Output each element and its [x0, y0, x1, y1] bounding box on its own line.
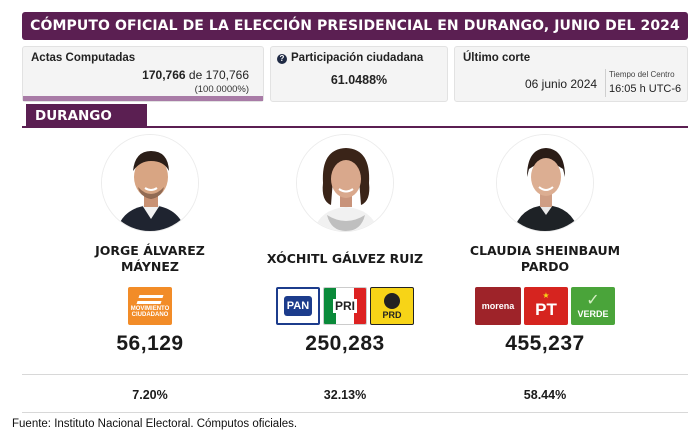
state-tag: DURANGO — [26, 104, 147, 127]
candidate-photo — [101, 134, 199, 232]
candidate-photo — [496, 134, 594, 232]
actas-connector: de — [188, 68, 203, 82]
candidate-card-sheinbaum-pardo: CLAUDIA SHEINBAUM PARDO morena ★ PT ✓ VERDE… — [440, 130, 650, 356]
prd-logo: PRD — [370, 287, 414, 325]
movimiento-ciudadano-logo: MOVIMIENTO CIUDADANO — [128, 287, 172, 325]
morena-logo: morena — [475, 287, 521, 325]
corte-divider — [605, 69, 606, 97]
verde-logo: ✓ VERDE — [571, 287, 615, 325]
state-divider — [22, 126, 688, 128]
corte-label: Último corte — [463, 52, 531, 64]
vote-count: 455,237 — [505, 332, 585, 355]
actas-computed: 170,766 — [142, 68, 186, 82]
bottom-divider — [22, 412, 688, 413]
ultimo-corte-panel: Último corte 06 junio 2024 Tiempo del Ce… — [454, 46, 688, 102]
pt-logo: ★ PT — [524, 287, 568, 325]
actas-percent: (100.0000%) — [194, 84, 249, 95]
candidate-name: CLAUDIA SHEINBAUM PARDO — [469, 243, 621, 274]
corte-date: 06 junio 2024 — [525, 77, 598, 91]
candidate-card-galvez-ruiz: XÓCHITL GÁLVEZ RUIZ PAN PRI PRD 250,283 — [240, 130, 450, 356]
vote-percent-galvez-ruiz: 32.13% — [323, 388, 367, 402]
actas-total: 170,766 — [205, 68, 249, 82]
corte-time: 16:05 h UTC-6 — [609, 83, 682, 95]
vote-count: 56,129 — [116, 332, 184, 355]
vote-percent-sheinbaum-pardo: 58.44% — [523, 388, 567, 402]
party-logos: PAN PRI PRD — [240, 284, 450, 328]
pan-logo: PAN — [276, 287, 320, 325]
actas-progress-fill — [23, 96, 263, 101]
help-icon[interactable]: ? — [277, 54, 287, 64]
pri-logo: PRI — [323, 287, 367, 325]
participacion-panel: ? Participación ciudadana 61.0488% — [270, 46, 448, 102]
party-logos: MOVIMIENTO CIUDADANO — [45, 284, 255, 328]
candidate-card-alvarez-maynez: JORGE ÁLVAREZ MÁYNEZ MOVIMIENTO CIUDADANO… — [45, 130, 255, 356]
source-note: Fuente: Instituto Nacional Electoral. Có… — [12, 418, 298, 430]
candidate-photo — [296, 134, 394, 232]
vote-count: 250,283 — [305, 332, 385, 355]
candidate-name: JORGE ÁLVAREZ MÁYNEZ — [95, 243, 205, 274]
page-title: CÓMPUTO OFICIAL DE LA ELECCIÓN PRESIDENC… — [22, 12, 688, 40]
participacion-value: 61.0488% — [330, 73, 388, 87]
corte-timezone-label: Tiempo del Centro — [609, 70, 675, 79]
party-logos: morena ★ PT ✓ VERDE — [440, 284, 650, 328]
actas-value: 170,766 de 170,766 — [142, 68, 249, 82]
vote-percent-alvarez-maynez: 7.20% — [132, 388, 168, 402]
actas-label: Actas Computadas — [31, 52, 136, 64]
candidate-name: XÓCHITL GÁLVEZ RUIZ — [266, 251, 424, 266]
actas-computadas-panel: Actas Computadas 170,766 de 170,766 (100… — [22, 46, 264, 102]
actas-progress-bar — [23, 96, 263, 101]
percent-divider — [22, 374, 688, 375]
participacion-label: Participación ciudadana — [291, 52, 424, 64]
